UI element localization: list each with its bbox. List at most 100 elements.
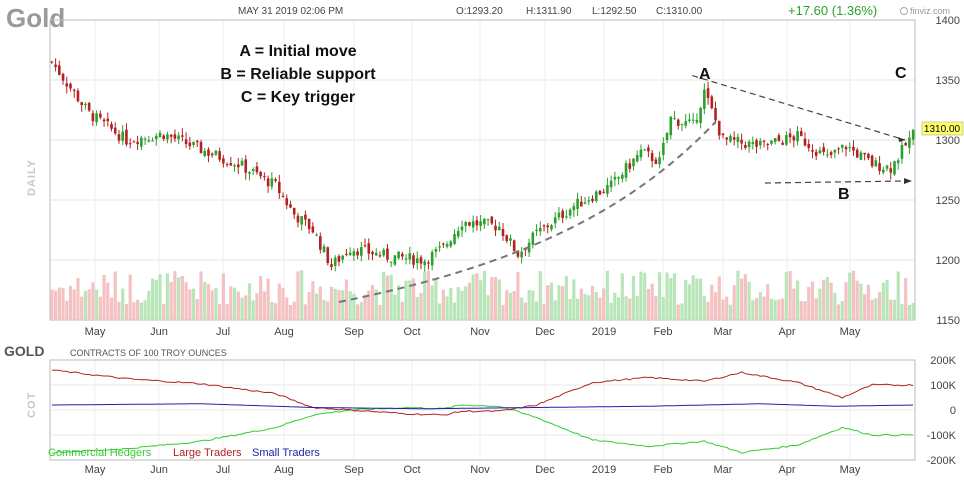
price-candle [814,151,818,156]
price-month-label: Sep [344,326,364,338]
volume-bar [877,292,882,320]
price-tick-label: 1200 [936,255,960,267]
price-month-label: 2019 [592,326,616,338]
price-candle [859,152,863,160]
price-candle [434,249,438,252]
price-candle [214,150,218,155]
price-axis: 1400 1350 1300 1250 1200 1150 [936,15,960,327]
price-candle [512,240,516,251]
volume-bar [646,288,651,320]
volume-bar [177,277,181,320]
volume-bar [95,289,99,320]
price-candle [699,107,702,123]
price-candle [102,119,106,122]
volume-bar [150,278,155,320]
price-candle [244,159,248,173]
price-candle [166,134,169,140]
price-candle [341,255,344,260]
price-candle [837,148,840,150]
volume-bar [881,282,885,320]
volume-bar [564,276,568,320]
price-candle [304,214,307,220]
price-candle [173,134,177,139]
volume-bar [769,298,774,320]
last-price-label: 1310.00 [924,124,961,135]
cot-axis: 200K 100K 0 -100K -200K [927,355,957,467]
volume-bar [206,284,211,320]
price-candle [158,132,162,138]
price-candle [758,140,762,146]
cot-month-label: Jul [216,464,230,476]
cot-subtitle: CONTRACTS OF 100 TROY OUNCES [70,348,227,358]
volume-bar [91,282,95,320]
volume-bar [158,274,162,320]
price-candle [852,146,855,151]
volume-bar [542,304,546,320]
price-candle [408,253,412,260]
price-candle [117,134,121,141]
volume-bar [397,285,401,320]
volume-bar [870,299,874,320]
volume-bar [143,300,147,320]
volume-bar [904,278,908,320]
volume-bar [132,302,136,320]
volume-bar [355,304,360,320]
price-candle [878,163,881,171]
price-candle [751,142,755,144]
price-candle [192,141,195,145]
volume-bar [624,296,628,320]
price-candle [356,251,359,256]
price-candle [736,136,740,143]
price-candle [419,257,423,264]
volume-bar [814,298,818,320]
price-candle [430,252,434,266]
volume-bar [676,304,680,320]
volume-bar [285,297,289,320]
price-candle [80,102,83,106]
price-candle [777,135,781,141]
price-candle [319,236,322,250]
price-candle [740,139,743,144]
volume-bar [598,297,602,320]
cot-month-axis: May Jun Jul Aug Sep Oct Nov Dec 2019 Feb Mar Apr May [85,464,861,476]
price-candle [397,251,400,259]
price-candle [292,207,296,215]
price-candle [673,117,676,119]
volume-bar [322,299,326,320]
price-candle [84,103,87,106]
volume-bar [669,278,673,320]
cot-month-label: May [840,464,861,476]
price-candles [50,58,915,272]
volume-bar [758,292,762,320]
price-candle [598,190,602,195]
price-candle [621,174,624,179]
volume-bar [281,288,285,320]
volume-bar [214,288,218,320]
price-candle [393,255,397,265]
volume-bar [124,304,129,320]
price-candle [717,120,721,136]
volume-bar [434,278,438,320]
open-price: O:1293.20 [456,6,503,17]
price-candle [848,147,852,149]
volume-bar [572,279,576,320]
volume-bar [300,270,304,320]
price-candle [415,258,419,264]
price-candle [486,219,490,221]
volume-bar [128,274,132,320]
price-candle [110,124,113,129]
volume-bar [490,277,494,320]
trend-annotations [338,75,912,303]
volume-bar [807,286,811,320]
volume-bar [225,303,229,320]
volume-bar [83,290,88,320]
trendline-arrowhead [898,137,906,142]
price-candle [326,247,330,264]
volume-bar [374,289,378,320]
price-candle [654,159,658,165]
price-candle [755,140,758,147]
price-month-label: May [840,326,861,338]
legend-line-c: C = Key trigger [241,89,355,106]
volume-bar [400,301,404,320]
